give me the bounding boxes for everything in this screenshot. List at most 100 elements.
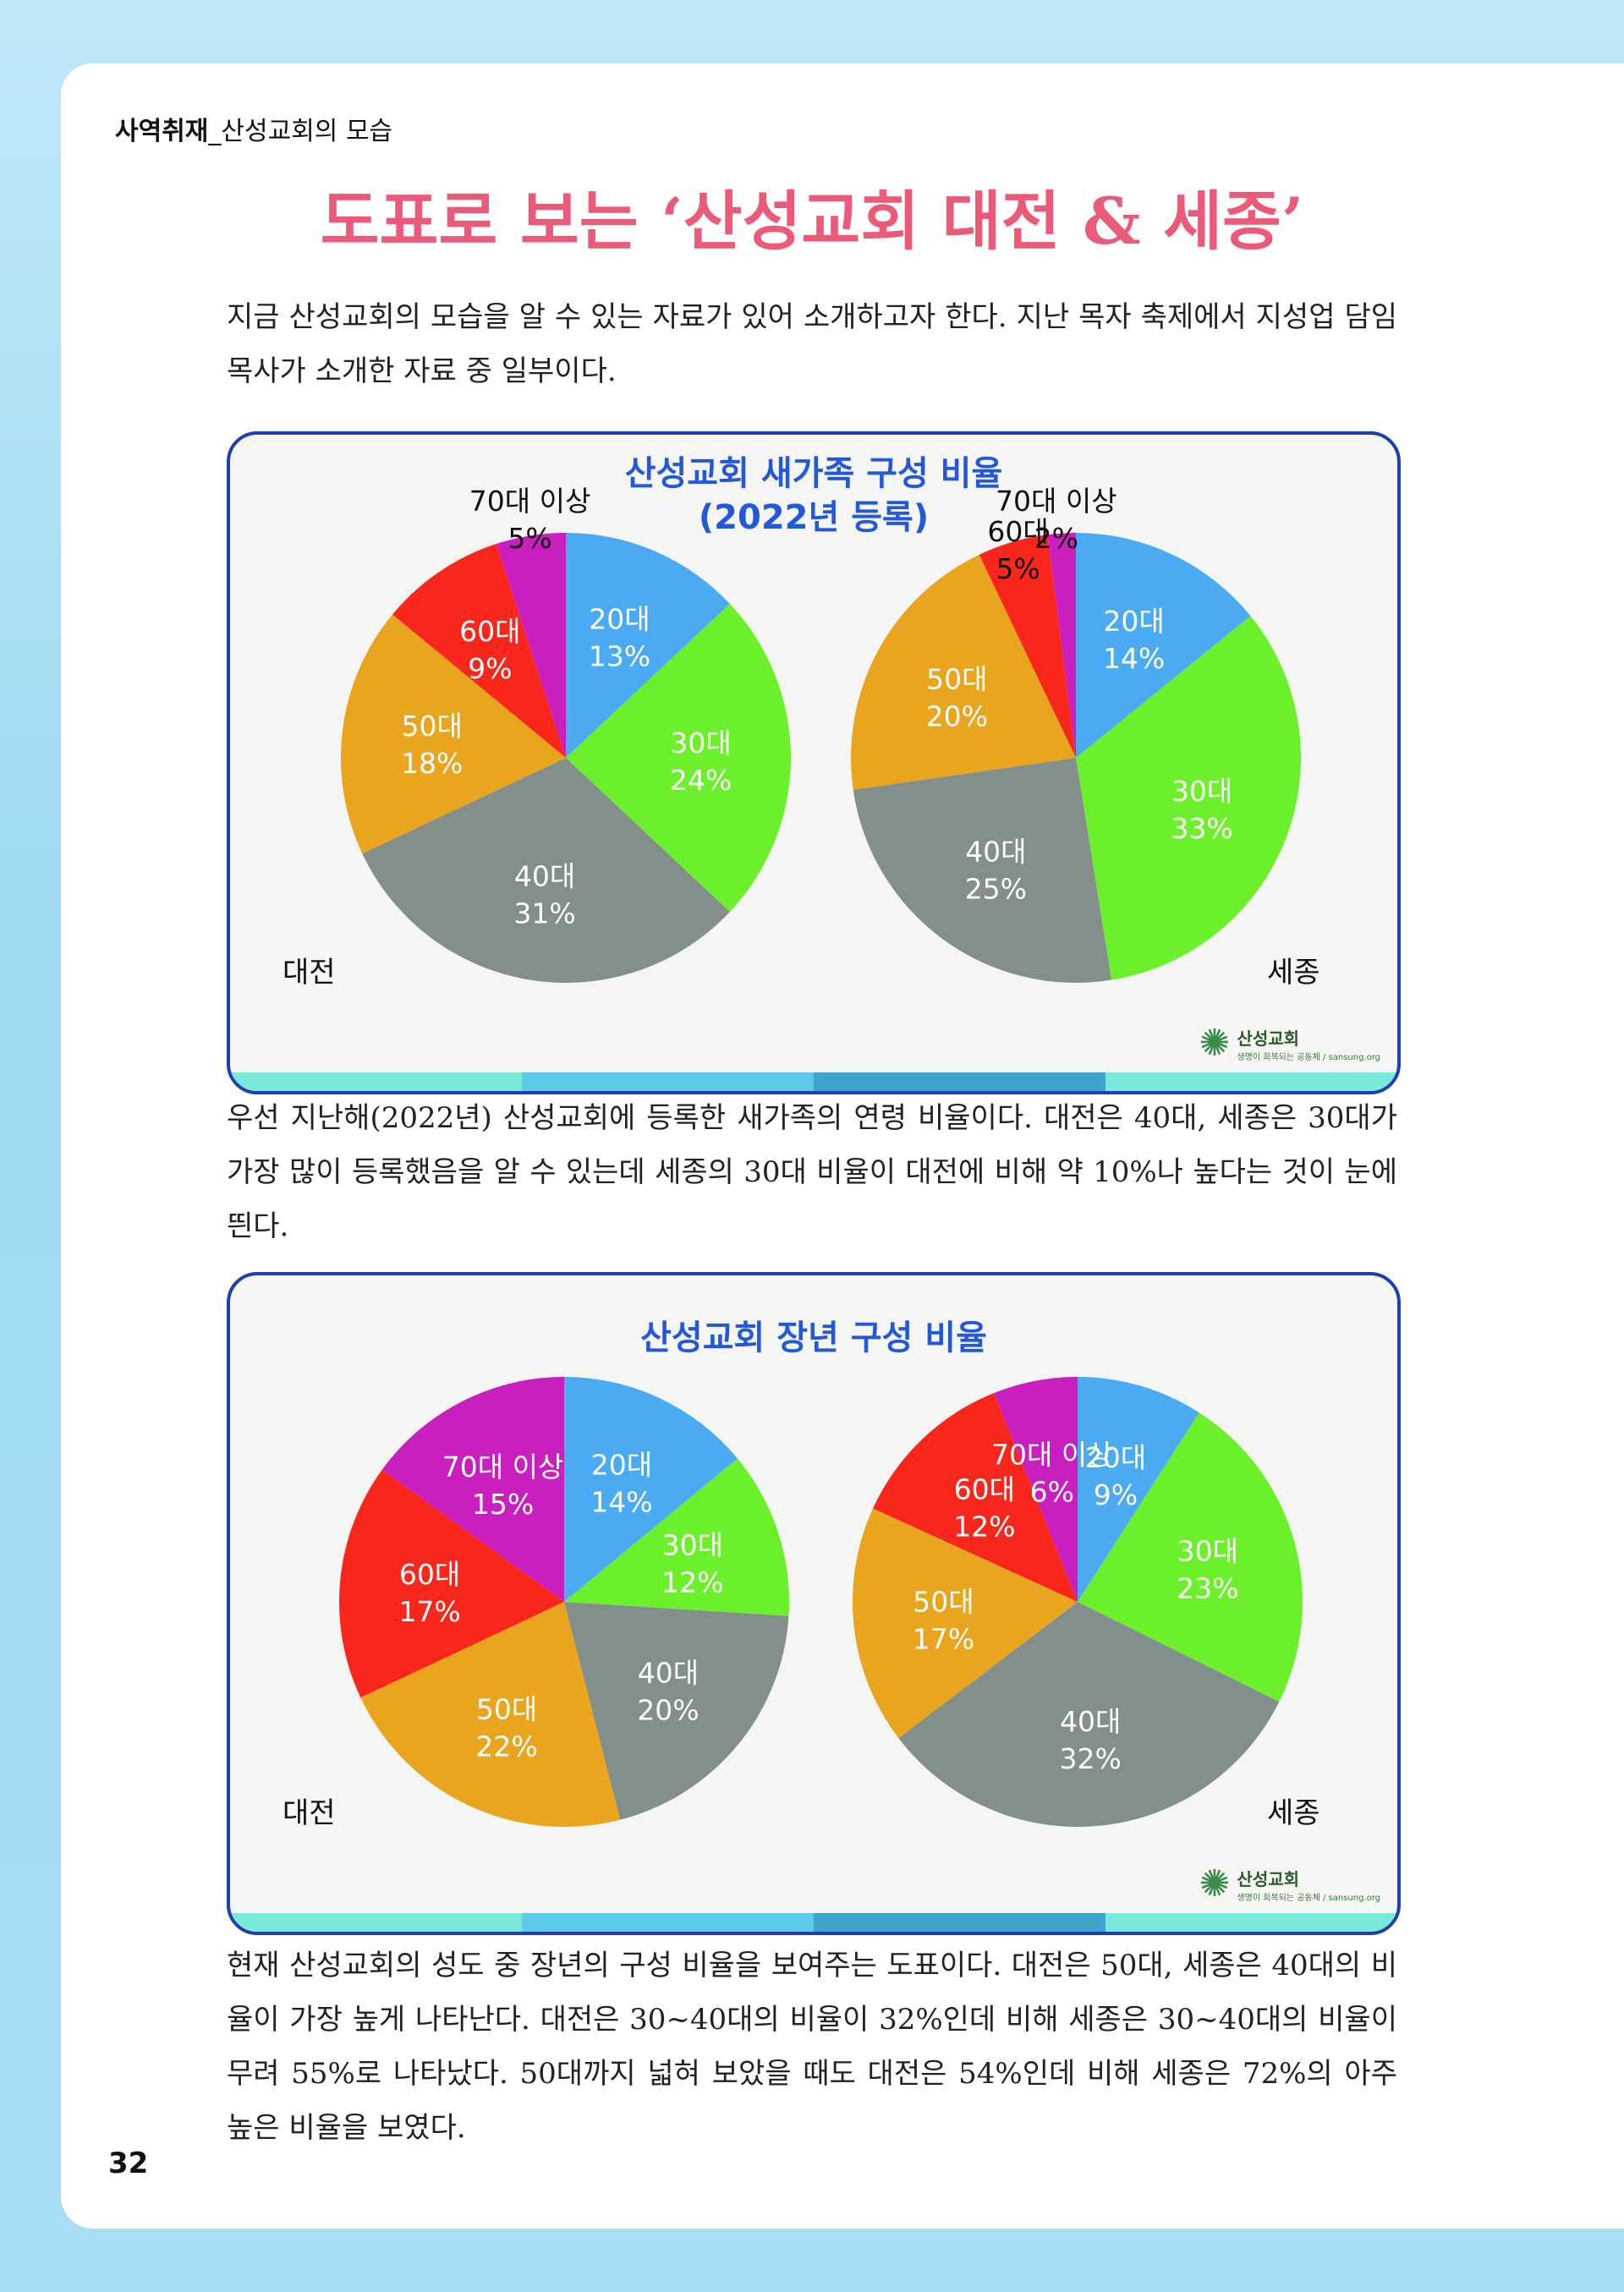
logo-burst-icon: ✺ <box>1199 1862 1231 1905</box>
chart-adult-members-svg: 20대 14% 30대 12% 40대 20% 50대 22% 60대 17% 70대 이상 15% 2… <box>339 1377 1303 1827</box>
slice-label-대전-2: 40대 <box>514 860 575 893</box>
chart-new-family-svg: 20대 13% 30대 24% 40대 31% 50대 18% 60대 9% 70대 이상 5% 20대… <box>341 485 1301 983</box>
pie-slice-대전-0 <box>564 1377 738 1602</box>
slice-label-세종-4: 60대 <box>954 1472 1015 1505</box>
city-label-daejeon: 대전 <box>283 956 336 990</box>
slice-value-세종-2: 32% <box>1059 1742 1121 1775</box>
page-number: 32 <box>108 2147 149 2180</box>
slice-value-세종-5: 6% <box>1030 1475 1074 1508</box>
slice-value-세종-3: 20% <box>926 700 988 733</box>
slice-label-대전-4: 60대 <box>399 1558 460 1591</box>
section-bold: 사역취재 <box>115 117 209 146</box>
slice-value-대전-5: 15% <box>472 1488 534 1521</box>
slice-label-세종-1: 30대 <box>1171 775 1232 808</box>
pie-slice-세종-3 <box>851 554 1076 790</box>
pie-slice-대전-2 <box>564 1602 789 1820</box>
section-label: 사역취재_산성교회의 모습 <box>115 110 392 147</box>
logo-burst-icon: ✺ <box>1199 1022 1231 1065</box>
paragraph-new-family: 우선 지난해(2022년) 산성교회에 등록한 새가족의 연령 비율이다. 대전… <box>227 1101 1397 1243</box>
slice-value-세종-1: 33% <box>1171 812 1232 845</box>
section-rest: _산성교회의 모습 <box>208 117 393 146</box>
logo-tagline: 생명이 회복되는 공동체 / sansung.org <box>1237 1894 1380 1903</box>
pie-slice-대전-0 <box>566 533 730 758</box>
slice-label-대전-5: 70대 이상 <box>469 485 591 518</box>
pie-slice-세종-2 <box>853 758 1112 983</box>
slice-value-대전-3: 18% <box>401 747 463 780</box>
pie-slice-세종-1 <box>1078 1412 1303 1703</box>
pie-slice-대전-1 <box>566 603 791 913</box>
pie-slice-세종-2 <box>898 1602 1280 1827</box>
slice-value-세종-4: 12% <box>953 1510 1015 1543</box>
slice-label-대전-5: 70대 이상 <box>442 1450 564 1483</box>
slice-label-대전-1: 30대 <box>670 727 731 759</box>
slice-label-대전-2: 40대 <box>638 1657 699 1690</box>
chart-title: 산성교회 장년 구성 비율 <box>640 1319 987 1357</box>
chart-stripe <box>230 1913 1397 1932</box>
slice-value-대전-2: 31% <box>513 897 575 930</box>
pie-slice-대전-3 <box>360 1602 621 1827</box>
slice-value-세종-0: 9% <box>1094 1478 1138 1511</box>
pie-slice-세종-5 <box>1047 533 1076 758</box>
slice-label-세종-1: 30대 <box>1177 1534 1238 1567</box>
slice-label-대전-0: 20대 <box>589 603 650 636</box>
slice-label-세종-2: 40대 <box>1060 1705 1121 1738</box>
slice-label-세종-4: 60대 <box>987 515 1048 548</box>
slice-value-대전-4: 9% <box>468 652 512 685</box>
city-label-sejong: 세종 <box>1267 956 1320 990</box>
slice-label-대전-4: 60대 <box>459 615 520 648</box>
title-wrap: 도표로 보는 ‘산성교회 대전 & 세종’ <box>0 179 1624 264</box>
slice-label-세종-5: 70대 이상 <box>991 1438 1113 1471</box>
slice-label-세종-3: 50대 <box>926 663 987 696</box>
pie-slice-대전-4 <box>392 544 566 758</box>
pie-slice-세종-4 <box>979 535 1076 758</box>
chart-stripe <box>230 1072 1397 1091</box>
intro-paragraph: 지금 산성교회의 모습을 알 수 있는 자료가 있어 소개하고자 한다. 지난 … <box>227 300 1397 388</box>
slice-value-대전-4: 17% <box>398 1595 460 1628</box>
chart-adult-members: 20대 14% 30대 12% 40대 20% 50대 22% 60대 17% 70대 이상 15% 2… <box>227 1272 1401 1935</box>
chart-subtitle: (2022년 등록) <box>698 498 930 537</box>
slice-value-세종-3: 17% <box>913 1623 974 1656</box>
page-title: 도표로 보는 ‘산성교회 대전 & 세종’ <box>311 179 1313 264</box>
chart-title: 산성교회 새가족 구성 비율 <box>624 454 1003 493</box>
slice-label-대전-0: 20대 <box>591 1449 652 1482</box>
pie-slice-세종-3 <box>853 1508 1078 1739</box>
pie-slice-세종-4 <box>873 1393 1078 1602</box>
city-label-sejong: 세종 <box>1267 1796 1320 1830</box>
slice-value-세종-2: 25% <box>965 873 1027 906</box>
pie-slice-세종-0 <box>1076 533 1251 758</box>
slice-value-세종-4: 5% <box>996 552 1040 585</box>
pie-slice-세종-1 <box>1076 616 1301 980</box>
logo-name: 산성교회 <box>1237 1028 1300 1049</box>
slice-label-세종-3: 50대 <box>913 1586 974 1619</box>
pie-slice-세종-5 <box>994 1377 1078 1602</box>
pie-slice-대전-4 <box>339 1469 564 1698</box>
slice-label-대전-3: 50대 <box>476 1692 537 1725</box>
pie-slice-대전-5 <box>381 1377 564 1602</box>
slice-value-대전-5: 5% <box>508 522 551 555</box>
chart-new-family: 20대 13% 30대 24% 40대 31% 50대 18% 60대 9% 70대 이상 5% 20대… <box>227 431 1401 1094</box>
logo-name: 산성교회 <box>1237 1869 1300 1889</box>
slice-label-대전-3: 50대 <box>401 710 462 743</box>
slice-value-대전-0: 14% <box>590 1486 652 1519</box>
slice-label-세종-5: 70대 이상 <box>996 485 1117 518</box>
slice-value-대전-1: 24% <box>670 764 732 797</box>
slice-label-세종-0: 20대 <box>1085 1441 1146 1474</box>
slice-value-세종-0: 14% <box>1103 642 1165 675</box>
city-label-daejeon: 대전 <box>283 1796 336 1830</box>
slice-label-세종-0: 20대 <box>1103 605 1164 638</box>
pie-slice-대전-1 <box>564 1458 789 1616</box>
slice-value-대전-3: 22% <box>475 1730 537 1763</box>
pie-slice-대전-5 <box>496 533 566 758</box>
pie-slice-대전-3 <box>341 614 566 854</box>
logo-tagline: 생명이 회복되는 공동체 / sansung.org <box>1237 1053 1380 1062</box>
slice-value-세종-1: 23% <box>1177 1571 1238 1604</box>
slice-value-대전-2: 20% <box>637 1694 699 1727</box>
pie-slice-대전-2 <box>362 758 730 983</box>
slice-value-세종-5: 2% <box>1034 522 1078 555</box>
paragraph-adult-members: 현재 산성교회의 성도 중 장년의 구성 비율을 보여주는 도표이다. 대전은 … <box>227 1949 1398 2145</box>
slice-label-세종-2: 40대 <box>965 836 1026 869</box>
slice-value-대전-0: 13% <box>589 640 650 673</box>
slice-label-대전-1: 30대 <box>662 1529 723 1562</box>
